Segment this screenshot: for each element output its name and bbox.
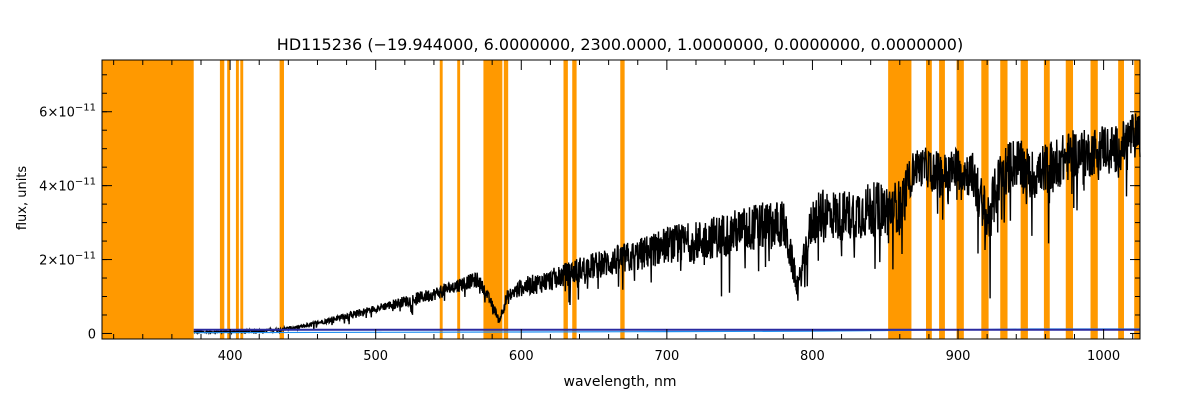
masked-region-1	[219, 60, 225, 339]
y-tick-label-1: 2×10−11	[39, 251, 96, 269]
masked-region-11	[572, 60, 577, 339]
y-axis-label: flux, units	[15, 166, 30, 231]
series-flux	[193, 113, 1141, 336]
masked-region-10	[563, 60, 568, 339]
y-tick-label-3: 6×10−11	[39, 103, 96, 121]
masked-region-5	[279, 60, 284, 339]
masked-region-9	[503, 60, 509, 339]
masked-region-24	[1134, 60, 1140, 339]
masked-region-8	[483, 60, 503, 339]
masked-region-4	[240, 60, 244, 339]
masked-region-2	[227, 60, 231, 339]
x-tick-label-900: 900	[946, 349, 971, 364]
x-tick-label-1000: 1000	[1087, 349, 1120, 364]
masked-region-22	[1090, 60, 1098, 339]
masked-region-7	[457, 60, 461, 339]
y-axis: 0 2×10−11 4×10−11 6×10−11	[39, 74, 1140, 342]
x-axis: 400 500 600 700 800 900 1000	[113, 60, 1134, 364]
x-tick-label-800: 800	[800, 349, 825, 364]
y-tick-label-2: 4×10−11	[39, 177, 96, 195]
x-tick-label-600: 600	[509, 349, 534, 364]
plot-frame	[101, 59, 1141, 340]
masked-region-21	[1065, 60, 1074, 339]
masked-region-3	[235, 60, 239, 339]
masked-region-6	[439, 60, 443, 339]
masked-region-16	[956, 60, 964, 339]
chart-title: HD115236 (−19.944000, 6.0000000, 2300.00…	[277, 35, 963, 54]
x-tick-label-700: 700	[654, 349, 679, 364]
series-layer	[193, 113, 1141, 336]
masked-region-23	[1118, 60, 1124, 339]
masked-region-12	[620, 60, 625, 339]
masked-region-20	[1043, 60, 1050, 339]
x-axis-label: wavelength, nm	[564, 374, 677, 390]
x-tick-label-500: 500	[363, 349, 388, 364]
y-tick-label-0: 0	[88, 327, 96, 342]
masked-region-19	[1020, 60, 1028, 339]
masked-region-0	[102, 60, 194, 339]
x-tick-label-400: 400	[218, 349, 243, 364]
masked-region-14	[925, 60, 932, 339]
